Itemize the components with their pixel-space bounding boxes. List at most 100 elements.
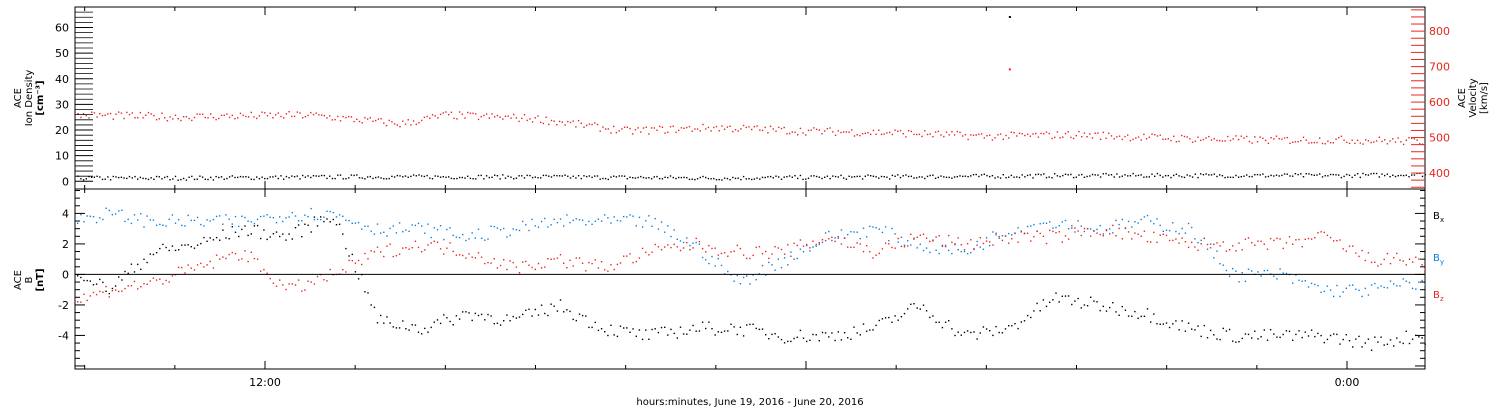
data-point-Bz (1178, 242, 1180, 244)
data-point-black (185, 179, 188, 181)
data-point-By (1333, 295, 1335, 298)
data-point-By (83, 221, 85, 223)
data-point-black (1332, 173, 1334, 176)
data-point-Bx (1172, 323, 1174, 325)
data-point-red (1183, 135, 1186, 138)
data-point-By (799, 248, 802, 250)
data-point-red (1010, 131, 1013, 133)
data-point-black (569, 177, 572, 179)
data-point-black (1191, 176, 1194, 178)
data-point-By (701, 256, 704, 259)
data-point-red (439, 113, 442, 116)
data-point-black (1219, 174, 1221, 176)
data-point-Bz (1083, 227, 1086, 230)
data-point-red (613, 125, 615, 128)
data-point-Bz (919, 234, 921, 236)
data-point-red (1110, 135, 1113, 137)
data-point-By (610, 222, 612, 224)
data-point-red (1278, 138, 1280, 140)
data-point-Bx (708, 321, 710, 323)
data-point-By (739, 283, 742, 285)
data-point-Bz (329, 268, 331, 271)
data-point-Bz (1219, 245, 1221, 247)
data-point-red (104, 114, 106, 116)
data-point-black (1232, 176, 1234, 179)
data-point-red (1310, 142, 1313, 144)
data-point-Bx (1295, 333, 1297, 336)
data-point-By (1134, 221, 1136, 223)
data-point-Bz (357, 259, 360, 262)
data-point-black (434, 175, 436, 177)
data-point-red (461, 113, 463, 115)
data-point-By (515, 229, 518, 231)
data-point-Bz (209, 260, 211, 263)
data-point-red (694, 128, 696, 130)
data-point-Bz (118, 290, 120, 293)
data-point-Bx (1200, 335, 1202, 338)
data-point-Bz (746, 257, 748, 260)
data-point-By (1317, 284, 1319, 287)
data-point-red (648, 133, 650, 135)
data-point-By (206, 219, 208, 221)
data-point-Bz (1153, 231, 1155, 234)
data-point-By (225, 214, 227, 216)
data-point-red (864, 132, 866, 134)
data-point-Bx (806, 340, 808, 343)
data-point-black (723, 177, 726, 179)
data-point-red (204, 116, 206, 119)
data-point-red (880, 133, 883, 136)
data-point-By (389, 227, 391, 230)
data-point-black (1070, 173, 1072, 176)
data-point-Bz (383, 255, 385, 258)
data-point-By (802, 251, 805, 253)
data-point-black (588, 175, 591, 177)
data-point-black (496, 175, 499, 177)
data-point-red (429, 117, 431, 119)
data-point-By (1279, 268, 1281, 270)
data-point-black (537, 177, 539, 179)
data-point-By (140, 213, 142, 215)
data-point-red (326, 117, 328, 119)
data-point-red (910, 130, 912, 133)
data-point-red (853, 135, 856, 137)
data-point-black (883, 176, 885, 178)
data-point-By (869, 225, 871, 228)
data-point-Bx (1109, 306, 1111, 309)
data-point-black (1302, 176, 1305, 178)
data-point-By (922, 249, 925, 252)
data-point-red (1200, 139, 1202, 142)
data-point-red (201, 113, 204, 115)
data-point-red (1029, 135, 1031, 137)
data-point-red (266, 115, 269, 117)
data-point-Bx (493, 323, 495, 325)
data-point-Bx (1257, 338, 1259, 340)
data-point-red (721, 125, 723, 127)
data-point-red (1178, 140, 1180, 143)
data-point-By (588, 220, 590, 223)
data-point-Bx (398, 327, 401, 329)
data-point-black (1367, 174, 1370, 176)
data-point-Bz (178, 266, 180, 269)
data-point-black (137, 178, 139, 180)
data-point-By (1112, 232, 1114, 234)
data-point-black (258, 178, 261, 180)
data-point-Bx (490, 315, 492, 317)
data-point-red (1213, 138, 1215, 140)
data-point-red (588, 123, 591, 125)
data-point-Bx (111, 287, 114, 290)
data-point-By (1396, 285, 1398, 287)
data-point-black (1375, 172, 1378, 175)
data-point-black (575, 177, 577, 179)
data-point-Bx (695, 330, 697, 332)
data-point-red (780, 127, 783, 130)
data-point-black (423, 175, 426, 178)
data-point-Bz (1001, 239, 1004, 242)
data-point-By (695, 241, 697, 244)
y-tick-label: 0 (62, 175, 69, 188)
data-point-red (834, 134, 837, 136)
data-point-red (959, 131, 961, 134)
data-point-Bz (979, 237, 981, 239)
data-point-black (201, 176, 204, 178)
data-point-black (983, 173, 985, 175)
data-point-By (1260, 275, 1262, 277)
